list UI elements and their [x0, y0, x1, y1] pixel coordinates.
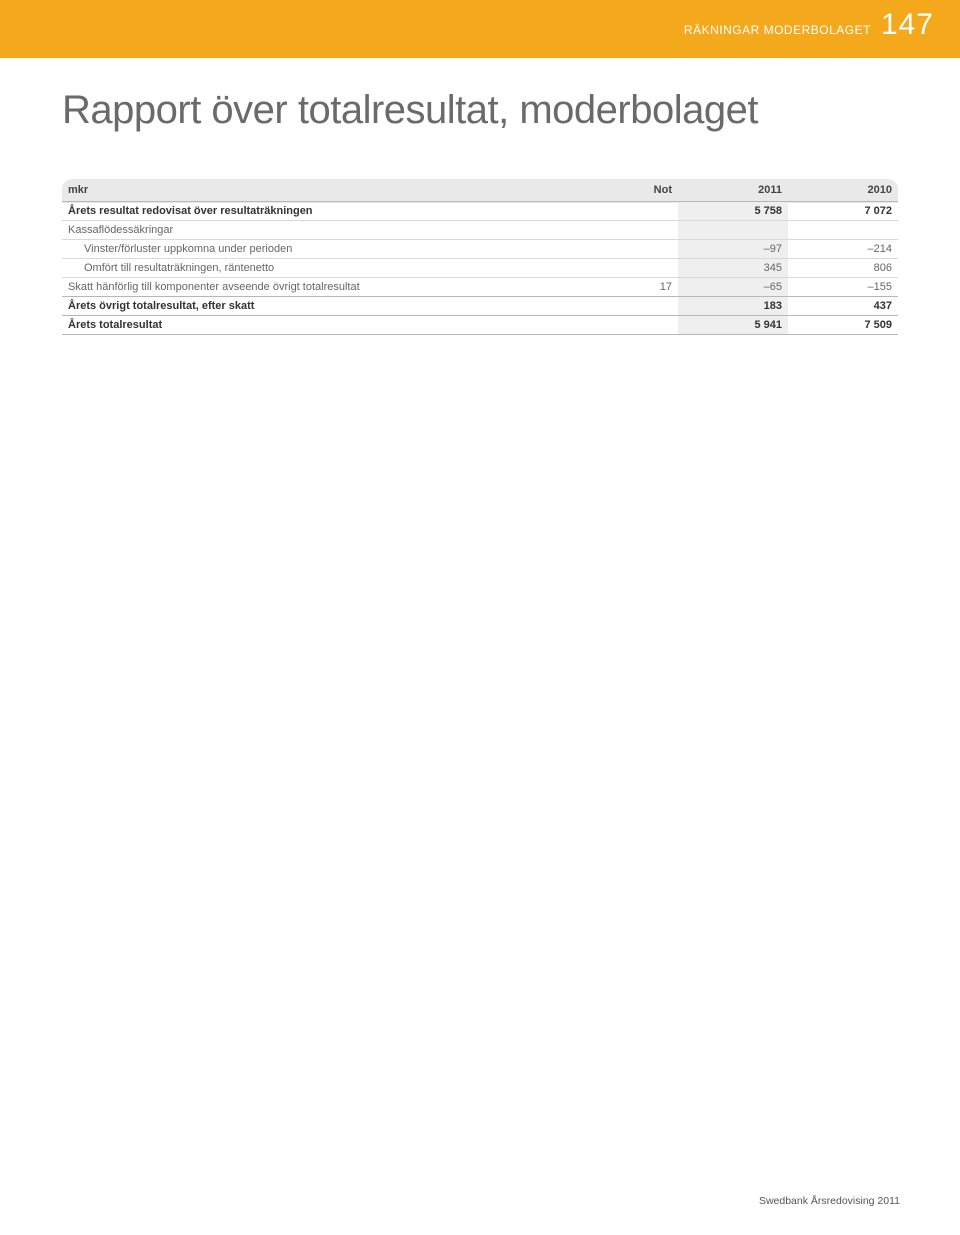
row-note: [598, 316, 678, 335]
table-container: mkr Not 2011 2010 Årets resultat redovis…: [62, 179, 898, 335]
table-row: Årets totalresultat 5 9417 509: [62, 316, 898, 335]
row-year1: 183: [678, 297, 788, 316]
page-title: Rapport över totalresultat, moderbolaget: [62, 88, 898, 133]
col-header-note: Not: [598, 179, 678, 202]
row-year1: –65: [678, 278, 788, 297]
table-row: Kassaflödessäkringar: [62, 221, 898, 240]
row-year2: [788, 221, 898, 240]
col-header-label: mkr: [62, 179, 598, 202]
col-header-year2: 2010: [788, 179, 898, 202]
row-label: Årets övrigt totalresultat, efter skatt: [62, 297, 598, 316]
row-note: [598, 259, 678, 278]
section-label: RÄKNINGAR MODERBOLAGET: [684, 23, 871, 37]
table-row: Skatt hänförlig till komponenter avseend…: [62, 278, 898, 297]
row-year2: 7 509: [788, 316, 898, 335]
page-number: 147: [881, 8, 934, 42]
footer-text: Swedbank Årsredovising 2011: [759, 1195, 900, 1207]
row-note: [598, 240, 678, 259]
row-year2: –155: [788, 278, 898, 297]
row-label: Årets resultat redovisat över resultaträ…: [62, 202, 598, 221]
row-year2: 806: [788, 259, 898, 278]
row-year1: 345: [678, 259, 788, 278]
row-note: [598, 202, 678, 221]
row-note: 17: [598, 278, 678, 297]
table-row: Årets resultat redovisat över resultaträ…: [62, 202, 898, 221]
table-row: Vinster/förluster uppkomna under periode…: [62, 240, 898, 259]
col-header-year1: 2011: [678, 179, 788, 202]
row-label: Omfört till resultaträkningen, räntenett…: [62, 259, 598, 278]
table-header-row: mkr Not 2011 2010: [62, 179, 898, 202]
header-band: RÄKNINGAR MODERBOLAGET 147: [0, 0, 960, 58]
row-year1: 5 758: [678, 202, 788, 221]
header-text: RÄKNINGAR MODERBOLAGET 147: [684, 8, 934, 42]
page-content: Rapport över totalresultat, moderbolaget…: [62, 88, 898, 335]
row-year1: 5 941: [678, 316, 788, 335]
totalresultat-table: mkr Not 2011 2010 Årets resultat redovis…: [62, 179, 898, 335]
row-year2: 7 072: [788, 202, 898, 221]
row-label: Vinster/förluster uppkomna under periode…: [62, 240, 598, 259]
row-note: [598, 221, 678, 240]
row-label: Skatt hänförlig till komponenter avseend…: [62, 278, 598, 297]
row-year2: 437: [788, 297, 898, 316]
table-row: Årets övrigt totalresultat, efter skatt 1…: [62, 297, 898, 316]
row-year1: –97: [678, 240, 788, 259]
row-label: Årets totalresultat: [62, 316, 598, 335]
row-year2: –214: [788, 240, 898, 259]
row-year1: [678, 221, 788, 240]
row-label: Kassaflödessäkringar: [62, 221, 598, 240]
row-note: [598, 297, 678, 316]
table-row: Omfört till resultaträkningen, räntenett…: [62, 259, 898, 278]
